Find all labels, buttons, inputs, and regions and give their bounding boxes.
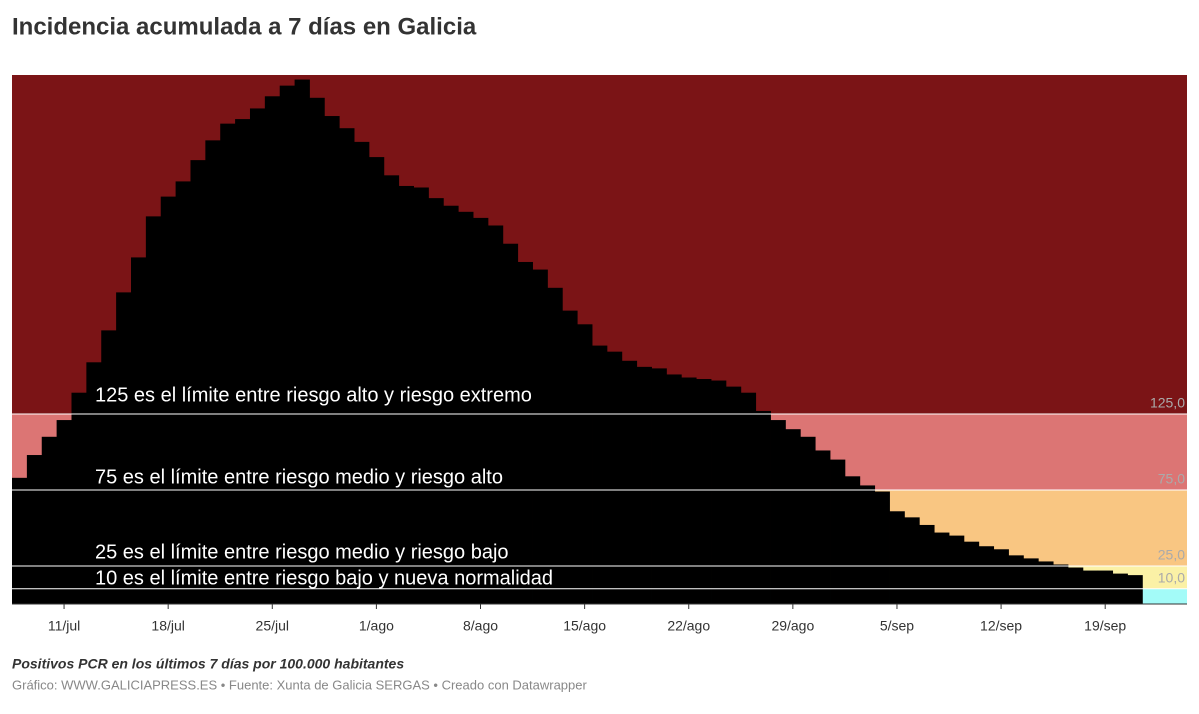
annotation: 25 es el límite entre riesgo medio y rie… [95, 541, 509, 563]
bar [398, 185, 414, 604]
y-tick-label: 75,0 [1158, 471, 1185, 487]
bar [413, 187, 429, 604]
bar [458, 211, 474, 604]
bar [740, 392, 757, 604]
bar [844, 476, 861, 604]
bar [577, 324, 593, 604]
x-tick-label: 11/jul [48, 618, 80, 634]
bar [1097, 570, 1114, 604]
chart-subtitle: Positivos PCR en los últimos 7 días por … [12, 656, 404, 672]
bar [339, 128, 355, 604]
bar [116, 292, 132, 604]
bar [859, 485, 876, 604]
bar [800, 436, 816, 604]
bar [294, 79, 310, 604]
bar [1053, 564, 1069, 604]
bar [949, 535, 965, 604]
annotation: 125 es el límite entre riesgo alto y rie… [95, 384, 532, 406]
bar [264, 96, 281, 604]
bar [235, 119, 251, 604]
bar [636, 366, 652, 604]
bar [755, 410, 771, 604]
chart-footer: Gráfico: WWW.GALICIAPRESS.ES • Fuente: X… [12, 677, 588, 692]
bar [354, 141, 370, 604]
bar [56, 420, 72, 604]
bar [606, 351, 623, 604]
bar [175, 181, 191, 604]
bar [1127, 575, 1143, 604]
bar [12, 477, 28, 604]
bar [1068, 567, 1084, 604]
bar [1023, 558, 1039, 604]
bar [428, 198, 444, 604]
bar [502, 243, 519, 604]
bar [904, 517, 920, 604]
bar [696, 379, 712, 604]
x-tick-label: 25/jul [256, 618, 289, 634]
bar [889, 511, 905, 604]
bar [651, 368, 667, 604]
bar [145, 216, 162, 604]
x-tick-label: 5/sep [880, 618, 914, 634]
bar [711, 380, 727, 604]
y-tick-label: 125,0 [1150, 395, 1185, 411]
x-tick-label: 12/sep [980, 618, 1022, 634]
bar [592, 345, 608, 604]
x-tick-label: 15/ago [563, 618, 606, 634]
bar [324, 116, 340, 605]
bar [487, 225, 504, 604]
x-tick-label: 1/ago [359, 618, 394, 634]
bar [443, 205, 459, 604]
bar [101, 330, 117, 604]
bar [130, 257, 147, 604]
bar [532, 269, 548, 604]
chart-title: Incidencia acumulada a 7 días en Galicia [12, 13, 477, 40]
bar [249, 108, 266, 604]
bar [1038, 561, 1054, 604]
x-tick-label: 29/ago [771, 618, 814, 634]
bar [785, 429, 801, 604]
x-tick-label: 22/ago [667, 618, 710, 634]
bar [473, 217, 489, 604]
bar [919, 524, 935, 604]
bar [830, 459, 846, 604]
bar [41, 436, 58, 604]
bar [309, 97, 325, 604]
annotation: 75 es el límite entre riesgo medio y rie… [95, 466, 503, 488]
bar [86, 362, 102, 604]
bar [220, 123, 236, 604]
x-tick-label: 8/ago [463, 618, 498, 634]
bar [621, 360, 638, 604]
bar [874, 491, 890, 604]
bar [815, 450, 831, 604]
bar [547, 287, 563, 604]
x-tick-label: 19/sep [1084, 618, 1126, 634]
x-tick-label: 18/jul [151, 618, 184, 634]
bar [562, 310, 578, 604]
bar [279, 85, 295, 604]
bar [681, 377, 697, 604]
bar [368, 157, 385, 604]
y-tick-label: 10,0 [1158, 570, 1185, 586]
bar [205, 140, 221, 605]
bar [666, 374, 682, 604]
y-tick-label: 25,0 [1158, 547, 1185, 563]
bar [770, 420, 786, 604]
bar [160, 196, 177, 604]
bar [993, 549, 1009, 604]
bar [517, 261, 533, 604]
bar [1008, 555, 1024, 604]
bar [26, 455, 43, 604]
annotation: 10 es el límite entre riesgo bajo y nuev… [95, 567, 553, 589]
bar [383, 175, 400, 605]
bar [963, 541, 980, 604]
bar [190, 160, 206, 604]
bar [934, 532, 950, 604]
bar [978, 546, 995, 604]
bar [71, 392, 87, 604]
bar [1082, 570, 1099, 604]
bar [725, 386, 742, 604]
